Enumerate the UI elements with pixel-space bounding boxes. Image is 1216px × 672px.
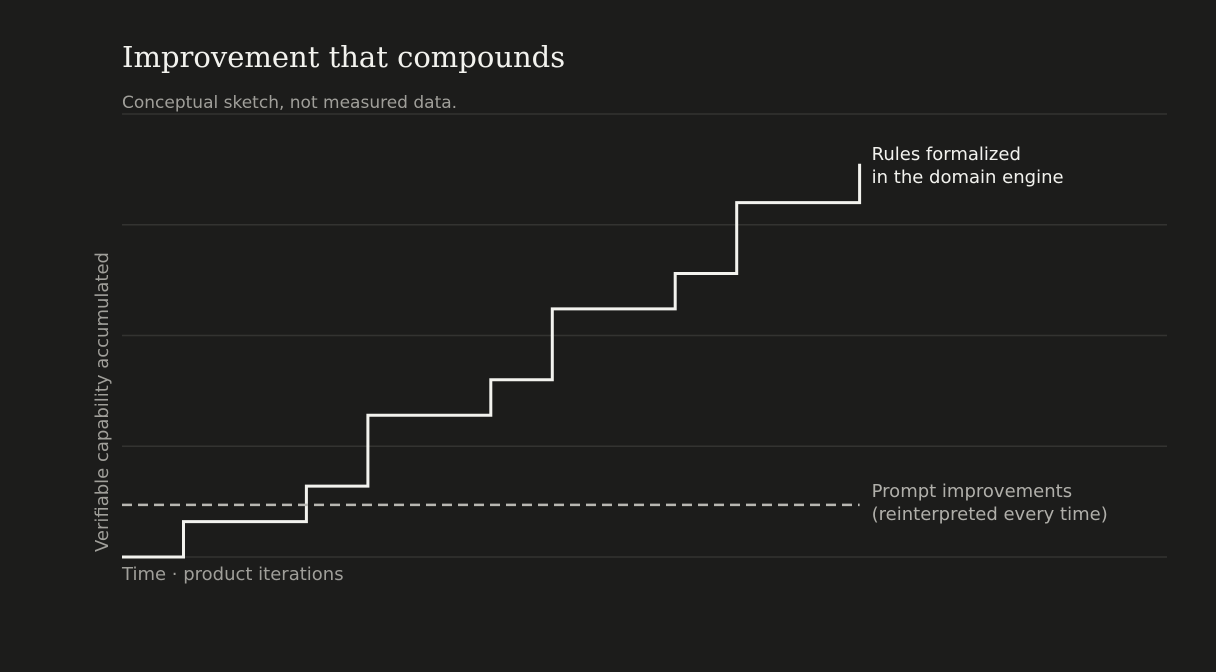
- series-label-domain-engine: Rules formalized in the domain engine: [872, 144, 1064, 188]
- series-label-line: in the domain engine: [872, 167, 1064, 188]
- chart-title: Improvement that compounds: [122, 40, 566, 74]
- series-label-line: Rules formalized: [872, 144, 1021, 165]
- series-label-line: Prompt improvements: [872, 481, 1072, 502]
- grid-lines: [122, 113, 1167, 558]
- series-line-domain-engine: [122, 163, 862, 559]
- y-axis-label: Verifiable capability accumulated: [92, 252, 113, 552]
- series-label-prompt-improvements: Prompt improvements (reinterpreted every …: [872, 481, 1108, 525]
- chart-subtitle: Conceptual sketch, not measured data.: [122, 93, 458, 113]
- series-label-line: (reinterpreted every time): [872, 504, 1108, 525]
- x-axis-label: Time · product iterations: [121, 564, 344, 585]
- series-group: Rules formalized in the domain engine Prom…: [122, 144, 1108, 559]
